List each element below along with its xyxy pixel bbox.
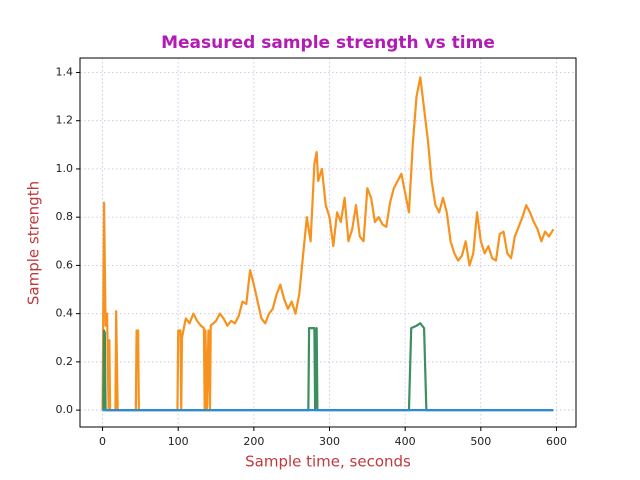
- x-tick-label: 600: [546, 435, 567, 448]
- x-tick-label: 0: [99, 435, 106, 448]
- y-tick-label: 1.0: [56, 162, 74, 175]
- x-tick-label: 400: [395, 435, 416, 448]
- plot-frame: [79, 57, 577, 428]
- x-tick-label: 100: [168, 435, 189, 448]
- y-tick-label: 0.6: [56, 258, 74, 271]
- ticks: 0 100 200 300 400 500 600 0.0 0.2 0.4 0.6 0.8 1.0 1.2…: [56, 65, 567, 448]
- plot-lines: [101, 76, 555, 412]
- y-tick-label: 0.2: [56, 355, 74, 368]
- y-tick-label: 0.8: [56, 210, 74, 223]
- y-tick-label: 1.4: [56, 65, 74, 78]
- y-axis-label: Sample strength: [25, 181, 43, 305]
- x-tick-label: 500: [470, 435, 491, 448]
- y-tick-label: 0.0: [56, 403, 74, 416]
- y-tick-label: 1.2: [56, 114, 74, 127]
- data-line: [101, 76, 555, 412]
- x-tick-label: 300: [319, 435, 340, 448]
- y-tick-label: 0.4: [56, 307, 74, 320]
- data-line: [102, 322, 554, 412]
- x-tick-label: 200: [243, 435, 264, 448]
- chart-title: Measured sample strength vs time: [161, 33, 495, 53]
- x-axis-label: Sample time, seconds: [245, 453, 411, 471]
